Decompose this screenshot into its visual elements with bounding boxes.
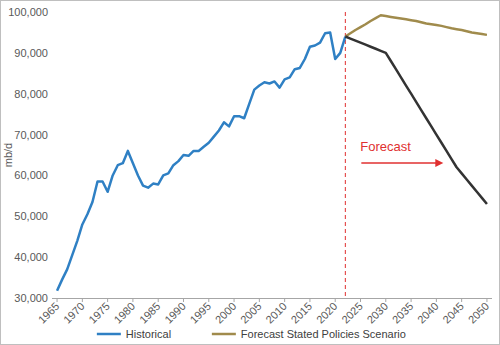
x-tick xyxy=(309,298,310,302)
legend-label: Historical xyxy=(126,328,171,340)
y-axis-label: mb/d xyxy=(2,143,14,167)
x-tick-label: 2010 xyxy=(263,300,289,326)
x-tick-label: 2015 xyxy=(289,300,315,326)
x-tick-label: 1985 xyxy=(137,300,163,326)
y-tick xyxy=(49,216,52,217)
y-tick xyxy=(49,93,52,94)
x-tick-label: 2035 xyxy=(390,300,416,326)
y-tick-label: 90,000 xyxy=(14,47,48,59)
x-tick-label: 2040 xyxy=(415,300,441,326)
y-tick xyxy=(49,52,52,53)
y-tick-label: 50,000 xyxy=(14,210,48,222)
x-tick-label: 1980 xyxy=(112,300,138,326)
x-tick-label: 2045 xyxy=(440,300,466,326)
x-tick-label: 2030 xyxy=(364,300,390,326)
x-tick-label: 2020 xyxy=(314,300,340,326)
y-tick xyxy=(49,298,52,299)
x-tick-label: 1975 xyxy=(86,300,112,326)
x-tick xyxy=(284,298,285,302)
forecast-divider xyxy=(345,12,346,298)
x-tick-label: 1970 xyxy=(61,300,87,326)
x-tick xyxy=(107,298,108,302)
x-tick xyxy=(486,298,487,302)
x-tick xyxy=(208,298,209,302)
y-tick-label: 40,000 xyxy=(14,251,48,263)
x-tick xyxy=(461,298,462,302)
x-tick xyxy=(132,298,133,302)
x-tick xyxy=(385,298,386,302)
x-tick xyxy=(436,298,437,302)
annotation-text: Forecast xyxy=(360,139,411,154)
x-tick-label: 1965 xyxy=(36,300,62,326)
chart-frame xyxy=(1,1,500,345)
x-tick xyxy=(158,298,159,302)
x-tick-label: 2000 xyxy=(213,300,239,326)
x-axis-line xyxy=(52,298,492,299)
legend-swatch xyxy=(97,333,121,336)
annotation-arrow xyxy=(361,162,437,164)
y-tick-label: 80,000 xyxy=(14,88,48,100)
y-tick-label: 70,000 xyxy=(14,129,48,141)
y-tick xyxy=(49,257,52,258)
x-tick-label: 1990 xyxy=(162,300,188,326)
series-line xyxy=(57,32,345,290)
x-tick xyxy=(360,298,361,302)
x-tick xyxy=(57,298,58,302)
annotation-arrowhead xyxy=(435,159,443,167)
x-tick-label: 2050 xyxy=(466,300,492,326)
y-tick xyxy=(49,134,52,135)
x-tick xyxy=(183,298,184,302)
x-tick-label: 2025 xyxy=(339,300,365,326)
x-tick xyxy=(234,298,235,302)
series-line xyxy=(345,37,487,205)
y-tick-label: 60,000 xyxy=(14,169,48,181)
y-tick-label: 30,000 xyxy=(14,292,48,304)
x-tick-label: 1995 xyxy=(187,300,213,326)
legend: Historical Forecast Stated Policies Scena… xyxy=(97,328,406,340)
x-tick-label: 2005 xyxy=(238,300,264,326)
series-line xyxy=(345,15,487,36)
chart: 30,000 40,000 50,000 60,000 70,000 80,000 90,0… xyxy=(0,0,500,345)
x-tick xyxy=(259,298,260,302)
y-tick xyxy=(49,12,52,13)
x-tick xyxy=(82,298,83,302)
y-tick xyxy=(49,175,52,176)
legend-label: Forecast Stated Policies Scenario xyxy=(241,328,406,340)
x-tick xyxy=(411,298,412,302)
y-tick-label: 100,000 xyxy=(8,6,48,18)
x-tick xyxy=(335,298,336,302)
plot-area xyxy=(57,12,487,298)
legend-swatch xyxy=(212,333,236,336)
